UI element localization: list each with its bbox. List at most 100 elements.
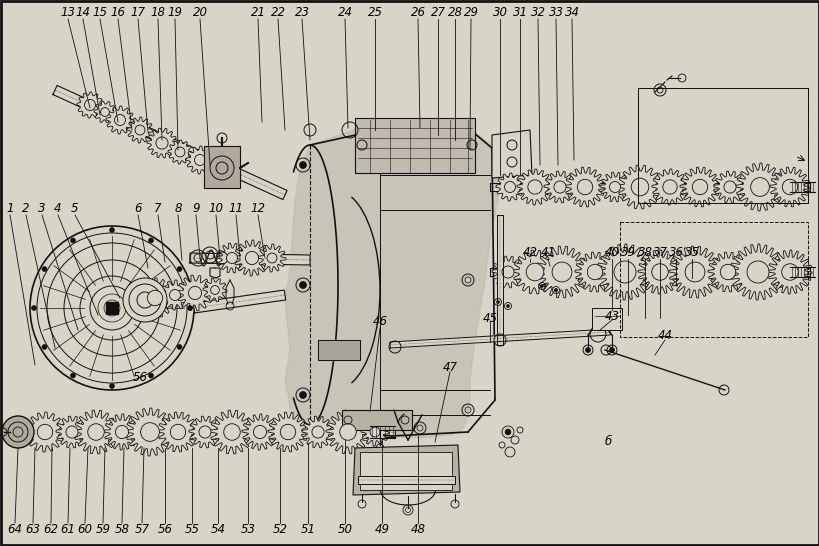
Circle shape	[609, 347, 613, 353]
Text: 52: 52	[272, 524, 287, 537]
Text: 47: 47	[442, 361, 457, 375]
Polygon shape	[301, 416, 333, 448]
Text: 62: 62	[43, 524, 58, 537]
Polygon shape	[168, 140, 192, 164]
Circle shape	[170, 424, 185, 440]
Polygon shape	[496, 215, 502, 345]
Circle shape	[141, 423, 159, 441]
Polygon shape	[516, 169, 552, 205]
Text: 37: 37	[652, 246, 667, 258]
Polygon shape	[126, 408, 174, 456]
Text: 57: 57	[134, 524, 149, 537]
Circle shape	[37, 233, 187, 383]
Polygon shape	[104, 414, 140, 450]
Circle shape	[42, 266, 47, 271]
Text: 56: 56	[157, 524, 172, 537]
Circle shape	[554, 288, 557, 292]
Text: 10: 10	[208, 201, 224, 215]
Circle shape	[31, 306, 37, 311]
Circle shape	[506, 305, 509, 307]
Polygon shape	[193, 290, 285, 313]
Circle shape	[188, 287, 201, 300]
Text: 9: 9	[192, 201, 200, 215]
Text: 40: 40	[604, 246, 618, 258]
Text: 3: 3	[38, 201, 46, 215]
Polygon shape	[769, 167, 809, 207]
Circle shape	[101, 108, 109, 116]
Text: 26: 26	[410, 5, 425, 19]
Polygon shape	[668, 246, 720, 298]
Text: 44: 44	[657, 329, 672, 342]
Circle shape	[781, 264, 797, 280]
Text: 5: 5	[71, 201, 79, 215]
Text: 49: 49	[374, 524, 389, 537]
Circle shape	[148, 373, 153, 378]
Bar	[637, 88, 807, 203]
Polygon shape	[318, 340, 360, 360]
Circle shape	[37, 424, 52, 440]
Text: 35: 35	[684, 246, 699, 258]
Text: 59: 59	[95, 524, 111, 537]
Polygon shape	[600, 172, 629, 202]
Polygon shape	[491, 256, 523, 288]
Circle shape	[495, 300, 499, 304]
Text: 43: 43	[604, 310, 618, 323]
Polygon shape	[268, 412, 308, 452]
Circle shape	[540, 284, 543, 288]
Text: 54: 54	[210, 524, 225, 537]
Text: 22: 22	[270, 5, 285, 19]
Circle shape	[70, 373, 75, 378]
Circle shape	[226, 252, 238, 264]
Circle shape	[369, 427, 379, 437]
Circle shape	[586, 264, 602, 280]
Text: 16: 16	[111, 5, 125, 19]
Polygon shape	[106, 106, 133, 134]
Circle shape	[504, 181, 515, 193]
Text: 27: 27	[430, 5, 445, 19]
Text: 31: 31	[512, 5, 527, 19]
Polygon shape	[18, 427, 395, 437]
Text: 48: 48	[410, 524, 425, 537]
Polygon shape	[389, 329, 609, 348]
Circle shape	[177, 266, 182, 271]
Circle shape	[339, 424, 355, 440]
Polygon shape	[53, 86, 287, 199]
Text: 50: 50	[337, 524, 352, 537]
Polygon shape	[135, 278, 174, 318]
Text: 63: 63	[25, 524, 40, 537]
Circle shape	[280, 424, 296, 440]
Bar	[591, 308, 622, 330]
Circle shape	[123, 278, 167, 322]
Polygon shape	[707, 252, 747, 292]
Polygon shape	[490, 183, 809, 191]
Polygon shape	[679, 167, 719, 207]
Text: 17: 17	[130, 5, 145, 19]
Circle shape	[613, 261, 636, 283]
Text: 15: 15	[93, 5, 107, 19]
Circle shape	[267, 253, 277, 263]
Circle shape	[311, 426, 324, 438]
Text: 30: 30	[492, 5, 507, 19]
Circle shape	[651, 264, 667, 280]
Polygon shape	[651, 169, 687, 205]
Circle shape	[148, 238, 153, 243]
Circle shape	[156, 137, 168, 149]
Circle shape	[723, 181, 735, 193]
Text: 42: 42	[522, 246, 536, 258]
Polygon shape	[352, 445, 459, 495]
Polygon shape	[147, 128, 177, 158]
Circle shape	[551, 262, 571, 282]
Polygon shape	[713, 171, 745, 203]
Polygon shape	[536, 246, 587, 298]
Circle shape	[505, 429, 510, 435]
Circle shape	[42, 345, 47, 349]
Polygon shape	[564, 167, 604, 207]
Polygon shape	[74, 410, 118, 454]
Circle shape	[719, 264, 735, 280]
Polygon shape	[217, 243, 247, 273]
Circle shape	[129, 284, 161, 316]
Polygon shape	[490, 268, 809, 276]
Polygon shape	[233, 240, 269, 276]
Text: 28: 28	[447, 5, 462, 19]
Circle shape	[781, 179, 797, 195]
